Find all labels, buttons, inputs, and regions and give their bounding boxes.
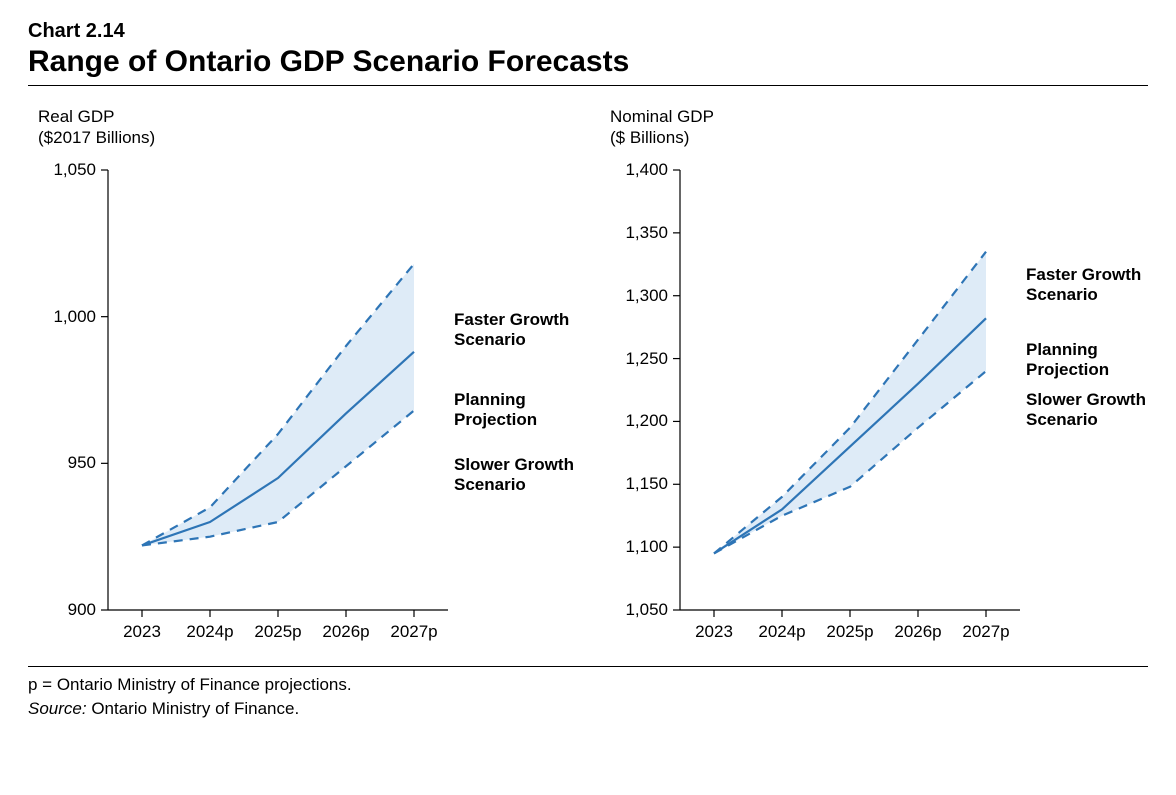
chart-container: Chart 2.14 Range of Ontario GDP Scenario… — [0, 0, 1176, 795]
top-rule — [28, 85, 1148, 86]
footnote-source: Source: Ontario Ministry of Finance. — [28, 699, 1148, 719]
y-tick-label: 900 — [68, 600, 96, 620]
y-tick-label: 1,050 — [53, 160, 96, 180]
scenario-band — [142, 264, 414, 546]
panels-row: Real GDP($2017 Billions) 900 950 1,000 1,050… — [28, 100, 1148, 660]
y-tick-label: 1,150 — [625, 474, 668, 494]
x-tick-label: 2025p — [820, 622, 880, 642]
x-tick-label: 2024p — [180, 622, 240, 642]
y-tick-label: 1,350 — [625, 223, 668, 243]
panel-real: Real GDP($2017 Billions) 900 950 1,000 1,050… — [28, 100, 576, 660]
x-tick-label: 2026p — [316, 622, 376, 642]
panel-nominal: Nominal GDP($ Billions) 1,050 1,100 1,150 1,… — [600, 100, 1148, 660]
y-tick-label: 1,250 — [625, 349, 668, 369]
chart-title: Range of Ontario GDP Scenario Forecasts — [28, 45, 1148, 79]
x-tick-label: 2027p — [956, 622, 1016, 642]
bottom-rule — [28, 666, 1148, 667]
series-label-slower: Slower GrowthScenario — [1026, 390, 1146, 429]
panel-subtitle: Nominal GDP($ Billions) — [610, 106, 714, 149]
y-tick-label: 1,000 — [53, 307, 96, 327]
x-tick-label: 2023 — [684, 622, 744, 642]
chart-svg — [600, 100, 1148, 660]
series-label-slower: Slower GrowthScenario — [454, 455, 574, 494]
footnote-projection: p = Ontario Ministry of Finance projecti… — [28, 675, 1148, 695]
source-label: Source: — [28, 699, 87, 718]
series-label-planning: PlanningProjection — [1026, 340, 1109, 379]
y-tick-label: 1,200 — [625, 411, 668, 431]
chart-number: Chart 2.14 — [28, 20, 1148, 43]
x-tick-label: 2027p — [384, 622, 444, 642]
y-tick-label: 1,050 — [625, 600, 668, 620]
series-label-faster: Faster GrowthScenario — [1026, 265, 1141, 304]
series-label-faster: Faster GrowthScenario — [454, 310, 569, 349]
y-tick-label: 1,300 — [625, 286, 668, 306]
source-text: Ontario Ministry of Finance. — [87, 699, 300, 718]
x-tick-label: 2026p — [888, 622, 948, 642]
scenario-band — [714, 252, 986, 554]
y-tick-label: 950 — [68, 453, 96, 473]
chart-svg — [28, 100, 576, 660]
x-tick-label: 2025p — [248, 622, 308, 642]
y-tick-label: 1,100 — [625, 537, 668, 557]
series-label-planning: PlanningProjection — [454, 390, 537, 429]
y-tick-label: 1,400 — [625, 160, 668, 180]
x-tick-label: 2023 — [112, 622, 172, 642]
x-tick-label: 2024p — [752, 622, 812, 642]
panel-subtitle: Real GDP($2017 Billions) — [38, 106, 155, 149]
